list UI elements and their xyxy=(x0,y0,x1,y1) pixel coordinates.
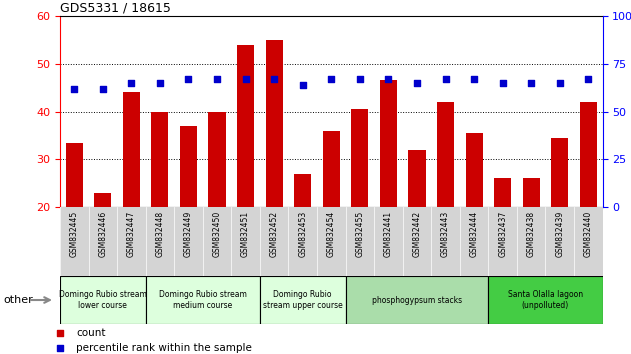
Point xyxy=(240,76,251,82)
Point xyxy=(498,80,508,86)
Text: other: other xyxy=(3,295,33,305)
Text: GSM832439: GSM832439 xyxy=(555,211,564,257)
Bar xyxy=(208,112,226,207)
Text: GSM832454: GSM832454 xyxy=(327,211,336,257)
Text: Domingo Rubio stream
lower course: Domingo Rubio stream lower course xyxy=(59,290,147,310)
Bar xyxy=(94,193,111,207)
FancyBboxPatch shape xyxy=(488,276,603,324)
Bar xyxy=(408,150,425,207)
Text: count: count xyxy=(76,328,106,338)
Text: GSM832448: GSM832448 xyxy=(155,211,165,257)
Text: GSM832449: GSM832449 xyxy=(184,211,193,257)
Bar xyxy=(237,45,254,207)
Text: GSM832446: GSM832446 xyxy=(98,211,107,257)
Bar xyxy=(123,92,140,207)
Text: Domingo Rubio stream
medium course: Domingo Rubio stream medium course xyxy=(159,290,247,310)
Bar xyxy=(66,143,83,207)
Point xyxy=(326,76,336,82)
Point xyxy=(69,86,80,91)
Point xyxy=(98,86,108,91)
Bar xyxy=(437,102,454,207)
Point xyxy=(126,80,136,86)
FancyBboxPatch shape xyxy=(146,276,260,324)
Point xyxy=(526,80,536,86)
Point xyxy=(184,76,194,82)
Text: GDS5331 / 18615: GDS5331 / 18615 xyxy=(60,2,171,15)
FancyBboxPatch shape xyxy=(60,276,146,324)
Point xyxy=(298,82,308,87)
Point xyxy=(355,76,365,82)
Point xyxy=(326,145,336,150)
Text: Santa Olalla lagoon
(unpolluted): Santa Olalla lagoon (unpolluted) xyxy=(508,290,583,310)
Bar xyxy=(466,133,483,207)
Text: GSM832450: GSM832450 xyxy=(213,211,221,257)
Point xyxy=(269,76,279,82)
Text: GSM832445: GSM832445 xyxy=(70,211,79,257)
Bar xyxy=(494,178,511,207)
FancyBboxPatch shape xyxy=(346,276,488,324)
Text: GSM832437: GSM832437 xyxy=(498,211,507,257)
Text: phosphogypsum stacks: phosphogypsum stacks xyxy=(372,296,462,304)
Bar xyxy=(580,102,597,207)
Point xyxy=(583,76,593,82)
Point xyxy=(555,80,565,86)
Bar xyxy=(180,126,197,207)
FancyBboxPatch shape xyxy=(260,276,346,324)
Point xyxy=(412,80,422,86)
Text: GSM832442: GSM832442 xyxy=(413,211,422,257)
Text: GSM832452: GSM832452 xyxy=(269,211,279,257)
Text: GSM832455: GSM832455 xyxy=(355,211,364,257)
Text: GSM832447: GSM832447 xyxy=(127,211,136,257)
Text: GSM832453: GSM832453 xyxy=(298,211,307,257)
Text: GSM832438: GSM832438 xyxy=(527,211,536,257)
Text: Domingo Rubio
stream upper course: Domingo Rubio stream upper course xyxy=(263,290,343,310)
Text: GSM832443: GSM832443 xyxy=(441,211,450,257)
Bar xyxy=(266,40,283,207)
Bar xyxy=(294,173,311,207)
Bar xyxy=(351,109,369,207)
Point xyxy=(212,76,222,82)
Bar xyxy=(551,138,569,207)
Point xyxy=(326,281,336,287)
Point xyxy=(384,76,394,82)
Point xyxy=(155,80,165,86)
Text: GSM832451: GSM832451 xyxy=(241,211,250,257)
Text: GSM832444: GSM832444 xyxy=(469,211,478,257)
Bar xyxy=(380,80,397,207)
Bar xyxy=(522,178,540,207)
Point xyxy=(440,76,451,82)
Bar xyxy=(151,112,168,207)
Bar xyxy=(322,131,340,207)
Text: percentile rank within the sample: percentile rank within the sample xyxy=(76,343,252,353)
Text: GSM832440: GSM832440 xyxy=(584,211,593,257)
Point xyxy=(469,76,479,82)
Text: GSM832441: GSM832441 xyxy=(384,211,393,257)
